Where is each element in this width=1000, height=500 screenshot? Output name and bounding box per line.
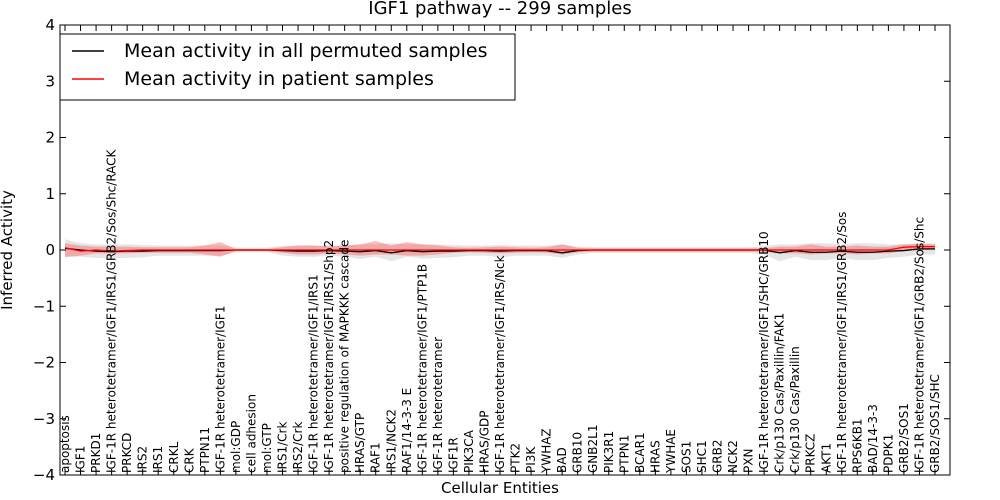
- y-tick-label: −3: [33, 410, 55, 428]
- y-tick-label: 1: [45, 185, 55, 203]
- x-tick-label: IRS1/Crk: [276, 422, 290, 473]
- x-tick-label: NCK2: [726, 440, 740, 473]
- x-tick-label: IGF1: [74, 446, 88, 473]
- x-tick-label: mol:GTP: [260, 423, 274, 473]
- x-tick-label: IGF-1R heterotetramer/IGF1/IRS1/GRB2/Sos…: [105, 148, 119, 473]
- x-tick-label: SOS1: [679, 441, 693, 473]
- legend-label-permuted: Mean activity in all permuted samples: [124, 40, 487, 62]
- x-tick-label: SHC1: [695, 440, 709, 473]
- x-tick-label: cell adhesion: [244, 394, 258, 473]
- x-tick-label: YWHAE: [664, 429, 678, 474]
- x-tick-label: IGF-1R heterotetramer/IGF1/SHC/GRB10: [757, 231, 771, 473]
- x-tick-label: IGF-1R heterotetramer/IGF1: [213, 306, 227, 473]
- x-tick-label: HRAS/GTP: [353, 413, 367, 473]
- legend-box: [59, 33, 516, 101]
- x-tick-label: IGF-1R heterotetramer/IGF1/PTP1B: [415, 264, 429, 473]
- x-tick-label: YWHAZ: [540, 428, 554, 474]
- x-tick-label: IRS2/Crk: [291, 422, 305, 473]
- x-tick-label: BCAR1: [633, 432, 647, 473]
- x-tick-label: Crk/p130 Cas/Paxillin: [788, 346, 802, 473]
- series-lines: [64, 245, 935, 254]
- x-tick-label: IGF-1R heterotetramer/IGF1/GRB2/Sos/Shc: [912, 217, 926, 473]
- x-tick-label: PRKD1: [89, 433, 103, 473]
- x-tick-label: PDPK1: [881, 434, 895, 473]
- x-tick-label: CRK: [182, 447, 196, 473]
- x-tick-label: HRAS/GDP: [477, 410, 491, 473]
- x-tick-label: PIK3CA: [462, 429, 476, 473]
- y-tick-label: 3: [45, 72, 55, 90]
- x-axis: apoptosis IGF1 PRKD1 IGF-1R heterotetramer/…: [58, 25, 942, 475]
- x-tick-label: CRKL: [167, 441, 181, 473]
- legend-label-patient: Mean activity in patient samples: [124, 68, 434, 90]
- x-tick-label: BAD/14-3-3: [866, 404, 880, 473]
- x-tick-label: Crk/p130 Cas/Paxillin/FAK1: [773, 313, 787, 473]
- x-tick-label: GRB10: [571, 432, 585, 473]
- x-tick-label: RAF1/14-3-3 E: [400, 388, 414, 473]
- x-tick-label: GRB2/SOS1/SHC: [928, 374, 942, 473]
- band-patient: [65, 241, 935, 257]
- x-axis-label: Cellular Entities: [441, 479, 559, 497]
- x-tick-label: PRKCZ: [804, 434, 818, 473]
- x-tick-label: IGF-1R heterotetramer/IGF1/IRS1/Shp2: [322, 240, 336, 473]
- x-tick-label: IGF-1R heterotetramer/IGF1/IRS1: [307, 274, 321, 473]
- x-tick-label: IGF-1R heterotetramer/IGF1/IRS/Nck: [493, 255, 507, 473]
- x-tick-label: HRAS: [648, 440, 662, 473]
- x-tick-label: RPS6KB1: [850, 418, 864, 473]
- x-tick-label: mol:GDP: [229, 421, 243, 473]
- y-tick-label: 0: [45, 241, 55, 259]
- y-axis: 4 3 2 1 0 −1 −2 −3 −4: [33, 16, 950, 484]
- x-tick-label: IRS2: [136, 446, 150, 473]
- x-tick-label: IGF-1R heterotetramer: [431, 337, 445, 473]
- x-tick-label: positive regulation of MAPKKK cascade: [338, 240, 352, 473]
- x-tick-label: GNB2L1: [586, 425, 600, 473]
- x-tick-label: IGF-1R heterotetramer/IGF1/IRS1/GRB2/Sos: [835, 212, 849, 473]
- x-tick-label: GRB2/SOS1: [897, 403, 911, 473]
- x-tick-label: PTK2: [509, 443, 523, 473]
- x-tick-label: GRB2: [711, 439, 725, 473]
- x-tick-label: AKT1: [819, 443, 833, 473]
- y-tick-label: −1: [33, 297, 55, 315]
- y-tick-label: 2: [45, 129, 55, 147]
- x-tick-label: PIK3R1: [602, 431, 616, 473]
- x-tick-label: RAF1: [369, 442, 383, 473]
- x-tick-label: apoptosis: [58, 415, 72, 473]
- y-tick-label: −4: [33, 466, 55, 484]
- y-axis-label: Inferred Activity: [0, 190, 16, 310]
- x-tick-label: BAD: [555, 447, 569, 473]
- x-tick-label: PTPN11: [198, 427, 212, 473]
- x-tick-label: PTPN1: [617, 435, 631, 473]
- y-tick-label: 4: [45, 16, 55, 34]
- x-tick-label: PXN: [742, 449, 756, 473]
- chart-title: IGF1 pathway -- 299 samples: [368, 0, 631, 19]
- series-line-patient: [64, 245, 935, 252]
- x-tick-label: IRS1/NCK2: [384, 409, 398, 473]
- x-tick-label: IRS1: [151, 446, 165, 473]
- legend: Mean activity in all permuted samples Me…: [59, 33, 516, 101]
- x-tick-label: PRKCD: [120, 433, 134, 473]
- y-tick-label: −2: [33, 354, 55, 372]
- x-tick-label: IGF1R: [446, 437, 460, 473]
- x-tick-label: PI3K: [524, 446, 538, 473]
